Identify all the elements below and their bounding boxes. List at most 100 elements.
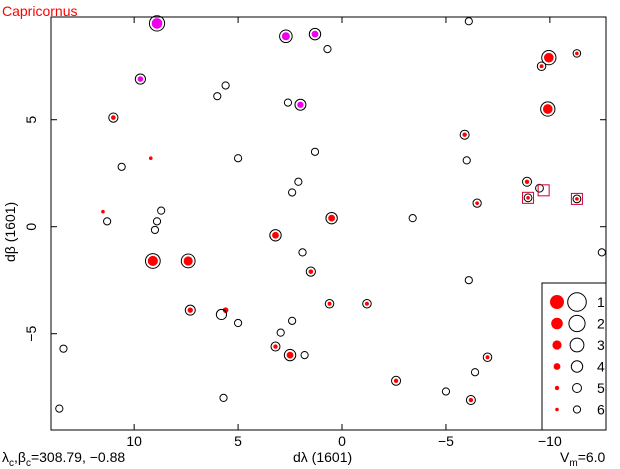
variable-star-square (570, 192, 583, 205)
star-outline (294, 98, 307, 111)
star-outline (541, 50, 557, 66)
star-dot (111, 115, 116, 120)
star-outline (269, 229, 282, 242)
star-dot (542, 104, 553, 114)
star-outline (117, 162, 126, 171)
x-tick-label: 0 (338, 433, 346, 449)
legend-dot (552, 340, 562, 350)
x-axis-label: dλ (1601) (293, 449, 352, 465)
star-outline (535, 183, 544, 193)
star-outline (55, 404, 64, 413)
star-dot (101, 209, 105, 214)
star-outline (482, 352, 493, 363)
star-outline (572, 49, 582, 58)
legend-dot (551, 317, 563, 330)
star-outline (270, 341, 281, 352)
star-dot (364, 301, 369, 306)
magnitude-legend: 1 2 3 4 5 6 (541, 282, 607, 431)
legend-circle (570, 360, 584, 373)
star-outline (597, 248, 606, 257)
legend-label: 1 (597, 294, 605, 310)
star-outline (157, 206, 166, 215)
legend-circle (572, 383, 582, 393)
star-outline (305, 266, 316, 277)
star-outline (108, 112, 119, 123)
star-dot-magenta (137, 76, 144, 82)
star-outline (465, 395, 476, 406)
variable-star-square (522, 191, 535, 204)
magnitude-limit-label: Vm=6.0 (560, 449, 606, 469)
y-tick-group: 5 0 −5 (23, 116, 606, 342)
star-outline (59, 344, 68, 353)
star-outline (464, 17, 473, 26)
star-outline (536, 61, 547, 71)
y-tick-label: −5 (23, 326, 39, 342)
legend-dot (554, 385, 560, 391)
star-outline (408, 214, 417, 223)
star-dot-magenta (297, 101, 304, 108)
star-outline (233, 154, 243, 163)
star-outline (323, 44, 332, 54)
star-outline (441, 387, 451, 396)
star-outline (362, 298, 372, 309)
y-tick-label: 5 (23, 116, 39, 124)
star-outline (298, 248, 307, 257)
star-outline (462, 156, 471, 165)
star-outline (523, 193, 533, 203)
legend-box (541, 282, 607, 431)
legend-circle (569, 337, 585, 353)
x-tick-label: 10 (126, 433, 142, 449)
legend-dot (553, 363, 561, 370)
star-outline (148, 15, 166, 32)
legend-dot (550, 295, 564, 309)
star-markers (55, 15, 606, 413)
star-outline (180, 253, 196, 269)
star-outline (184, 304, 196, 316)
y-axis-label: dβ (1601) (2, 202, 18, 262)
star-outline (470, 368, 480, 377)
legend-label: 3 (597, 337, 605, 353)
star-outline (540, 101, 556, 117)
star-dot (148, 156, 153, 161)
star-outline (103, 217, 112, 226)
star-outline (213, 92, 222, 101)
star-dot (575, 197, 579, 201)
star-outline (522, 176, 533, 187)
star-outline (221, 81, 230, 90)
center-coordinates-label: λc,βc=308.79, −0.88 (2, 449, 125, 469)
star-outline (134, 73, 146, 85)
star-dot (327, 301, 332, 306)
legend-circle (567, 292, 587, 312)
star-dot (286, 351, 294, 359)
chart-title: Capricornus (2, 3, 77, 19)
star-outline (233, 318, 243, 328)
star-dot-magenta (151, 18, 163, 29)
legend-label: 4 (597, 359, 605, 375)
star-outline (294, 177, 303, 186)
star-outline (283, 98, 293, 107)
legend-circle (568, 314, 586, 333)
star-dot (222, 307, 229, 313)
variable-star-square (537, 184, 550, 197)
star-dot (485, 355, 490, 360)
star-dot (273, 344, 278, 349)
star-dot (543, 52, 554, 63)
star-outline (308, 27, 322, 41)
star-dot (524, 179, 530, 184)
x-tick-label: 5 (234, 433, 242, 449)
star-outline (152, 217, 162, 226)
star-dot (575, 51, 579, 56)
star-dot-magenta (281, 32, 290, 41)
star-dot (187, 307, 193, 313)
star-dot (328, 214, 336, 222)
star-outline (459, 129, 470, 140)
star-dot (308, 269, 314, 274)
star-dot (526, 196, 530, 200)
star-dot (393, 378, 399, 383)
star-dot (183, 256, 193, 266)
star-outline (288, 188, 297, 197)
star-outline (572, 194, 582, 204)
star-outline (324, 298, 335, 309)
star-dot (468, 397, 474, 403)
legend-label: 6 (597, 402, 605, 418)
